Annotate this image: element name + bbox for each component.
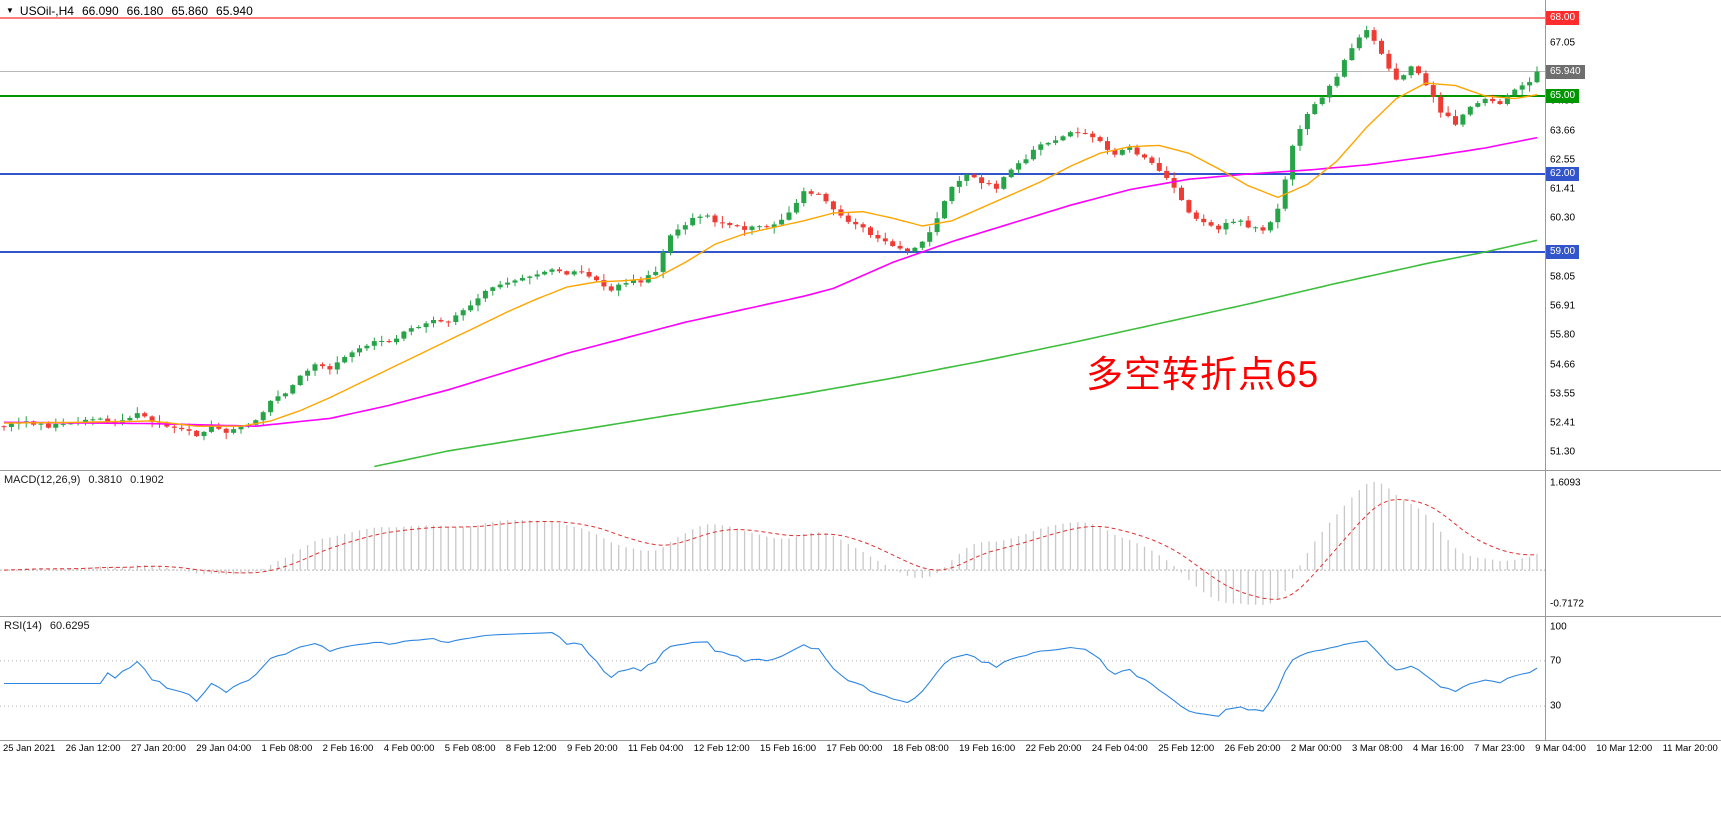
price-tick-label: 63.66	[1550, 125, 1576, 137]
time-axis-label: 12 Feb 12:00	[693, 743, 750, 754]
ma-mid-line	[3, 136, 1538, 428]
time-axis-label: 2 Mar 00:00	[1290, 743, 1342, 754]
price-badge-59.00: 59.00	[1546, 245, 1580, 259]
rsi-value: 60.6295	[49, 620, 90, 632]
price-badge-65.940: 65.940	[1546, 64, 1585, 79]
price-tick-label: 55.80	[1550, 329, 1576, 341]
rsi-level-label-70: 70	[1550, 655, 1562, 667]
candles-series	[1, 25, 1540, 441]
time-axis-label: 27 Jan 20:00	[130, 743, 186, 754]
time-axis-label: 9 Mar 04:00	[1535, 743, 1586, 754]
ma-slow-line	[374, 239, 1538, 468]
time-axis-label: 9 Feb 20:00	[566, 743, 618, 754]
price-tick-label: 54.66	[1550, 359, 1576, 371]
time-axis-label: 22 Feb 20:00	[1025, 743, 1082, 754]
time-axis-label: 18 Feb 08:00	[892, 743, 949, 754]
time-axis-label: 24 Feb 04:00	[1091, 743, 1148, 754]
time-axis[interactable]: 25 Jan 2021 26 Jan 12:00 27 Jan 20:00 29 Ja…	[0, 743, 1721, 754]
price-tick-label: 56.91	[1550, 300, 1576, 312]
time-axis-label: 15 Feb 16:00	[760, 743, 817, 754]
macd-axis-max-label: 1.6093	[1550, 477, 1581, 489]
ohlc-high-value: 66.180	[126, 4, 164, 18]
price-tick-label: 52.41	[1550, 417, 1576, 429]
ohlc-low-value: 65.860	[171, 4, 209, 18]
time-axis-label: 2 Feb 16:00	[322, 743, 374, 754]
time-axis-label: 25 Jan 2021	[3, 743, 56, 754]
rsi-level-label-30: 30	[1550, 700, 1562, 712]
price-badge-68.00: 68.00	[1546, 11, 1580, 25]
macd-signal-value: 0.1902	[130, 474, 164, 486]
rsi-indicator-label: RSI(14) 60.6295	[4, 620, 90, 632]
macd-histogram	[10, 482, 1538, 605]
price-tick-label: 60.30	[1550, 212, 1576, 224]
ohlc-close-value: 65.940	[216, 4, 253, 18]
time-axis-label: 26 Jan 12:00	[65, 743, 121, 754]
time-axis-label: 11 Feb 04:00	[628, 743, 684, 754]
price-badge-62.00: 62.00	[1546, 167, 1580, 181]
time-axis-label: 17 Feb 00:00	[826, 743, 883, 754]
time-axis-label: 3 Mar 08:00	[1351, 743, 1403, 754]
macd-main-value: 0.3810	[88, 474, 123, 486]
price-tick-label: 67.05	[1550, 37, 1576, 49]
price-badge-65.00: 65.00	[1546, 89, 1580, 103]
time-axis-label: 4 Feb 00:00	[383, 743, 435, 754]
time-axis-label: 19 Feb 16:00	[959, 743, 1016, 754]
rsi-name: RSI(14)	[4, 620, 42, 632]
time-axis-label: 10 Mar 12:00	[1596, 743, 1653, 754]
macd-name: MACD(12,26,9)	[4, 474, 81, 486]
price-tick-label: 61.41	[1550, 183, 1576, 195]
time-axis-label: 7 Mar 23:00	[1474, 743, 1525, 754]
rsi-level-label-100: 100	[1550, 621, 1567, 633]
price-tick-label: 51.30	[1550, 446, 1576, 458]
chart-text-annotation[interactable]: 多空转折点65	[1086, 354, 1320, 395]
time-axis-label: 4 Mar 16:00	[1413, 743, 1464, 754]
symbol-timeframe-label: USOil-,H4	[19, 4, 74, 18]
time-axis-label: 25 Feb 12:00	[1158, 743, 1215, 754]
time-axis-label: 26 Feb 20:00	[1224, 743, 1281, 754]
time-axis-label: 5 Feb 08:00	[444, 743, 496, 754]
macd-axis-min-label: -0.7172	[1550, 598, 1584, 610]
time-axis-label: 8 Feb 12:00	[505, 743, 557, 754]
macd-signal-line	[3, 498, 1538, 600]
time-axis-label: 1 Feb 08:00	[261, 743, 313, 754]
time-axis-label: 11 Mar 20:00	[1662, 743, 1718, 754]
macd-indicator-label: MACD(12,26,9) 0.3810 0.1902	[4, 474, 164, 486]
ohlc-open-value: 66.090	[81, 4, 119, 18]
time-axis-label: 29 Jan 04:00	[196, 743, 252, 754]
symbol-marker-icon: ▼	[6, 6, 14, 15]
price-tick-label: 58.05	[1550, 271, 1576, 283]
chart-header: ▼ USOil-,H4 66.090 66.180 65.860 65.940	[6, 4, 253, 18]
ma-fast-line	[3, 82, 1538, 427]
price-tick-label: 62.55	[1550, 154, 1576, 166]
rsi-line	[4, 632, 1538, 717]
price-tick-label: 53.55	[1550, 388, 1576, 400]
